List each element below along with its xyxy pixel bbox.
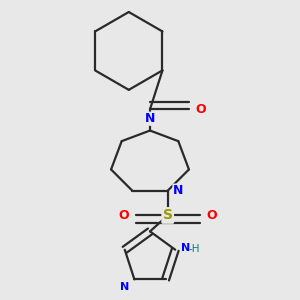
Text: -H: -H [189, 244, 200, 254]
Text: N: N [173, 184, 183, 197]
Text: O: O [119, 209, 130, 222]
Text: O: O [195, 103, 206, 116]
Text: N: N [145, 112, 155, 125]
Text: S: S [163, 208, 173, 223]
Text: N: N [120, 282, 129, 292]
Text: O: O [206, 209, 217, 222]
Text: N: N [181, 243, 190, 253]
